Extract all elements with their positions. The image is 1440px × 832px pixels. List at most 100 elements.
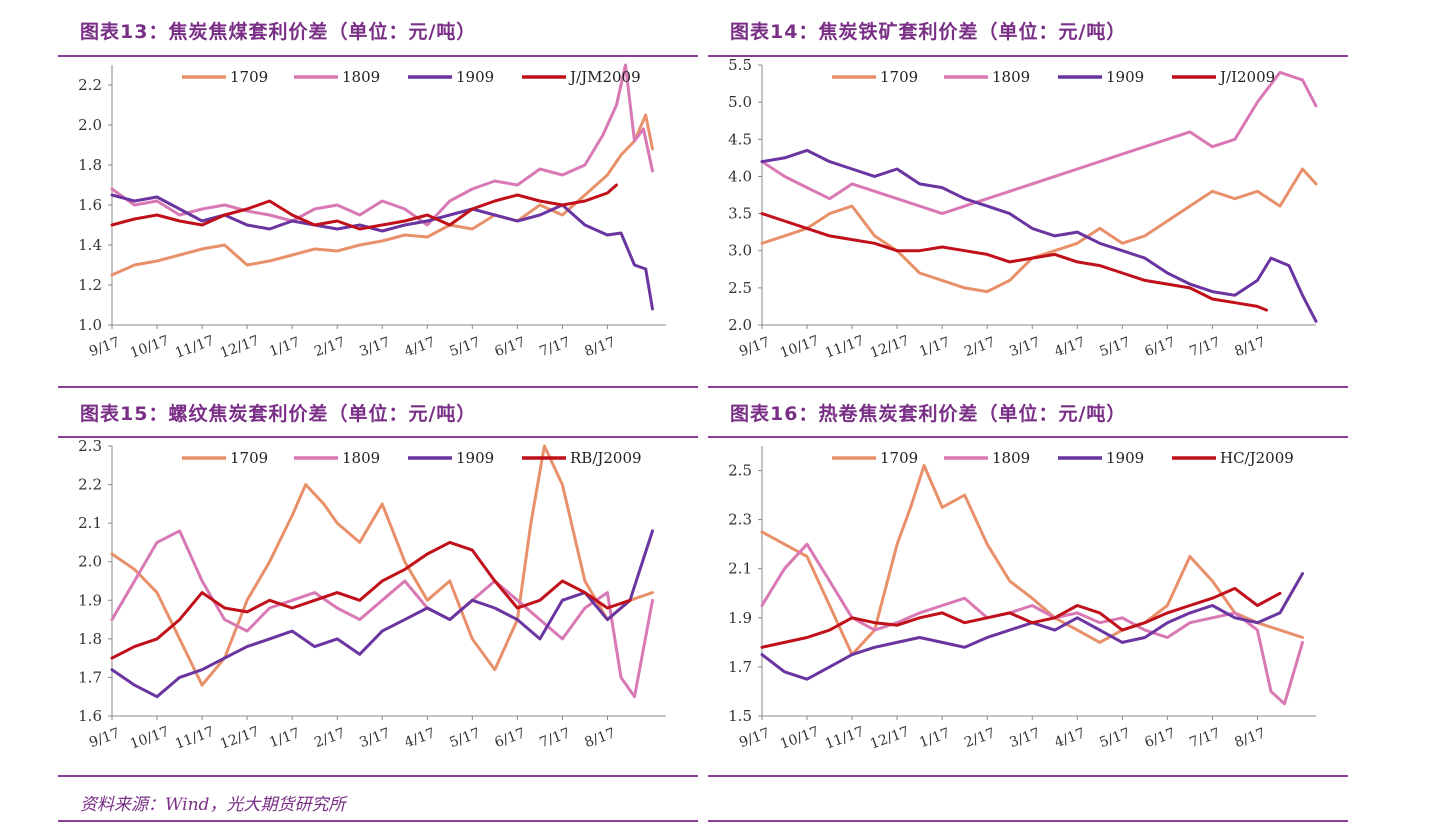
panel-16: 图表16：热卷焦炭套利价差（单位：元/吨） 1.5 1.7 1.9 2.1 2.3 2.5… [708, 386, 1348, 776]
x-tick-label: 7/17 [1188, 725, 1223, 751]
legend-label: J/JM2009 [568, 68, 641, 86]
footer-rule-left [58, 820, 698, 822]
series-line-1809 [110, 63, 654, 227]
panel-15: 图表15：螺纹焦炭套利价差（单位：元/吨） 1.6 1.7 1.8 1.9 2.0 2.1… [58, 386, 698, 776]
x-tick-label: 8/17 [1233, 725, 1268, 751]
x-tick-label: 3/17 [357, 725, 392, 751]
x-tick-label: 8/17 [1233, 334, 1268, 360]
x-tick-label: 4/17 [402, 725, 437, 751]
x-tick-label: 7/17 [538, 725, 573, 751]
bottom-rule-right [708, 775, 1348, 777]
panel-14: 图表14：焦炭铁矿套利价差（单位：元/吨） 2.0 2.5 3.0 3.5 4.0 4.5… [708, 5, 1348, 385]
legend-label: 1709 [880, 449, 918, 467]
y-tick-label: 1.8 [78, 156, 102, 174]
series-line-1909 [110, 193, 654, 311]
series-line-1709 [110, 113, 654, 277]
legend-label: 1809 [992, 449, 1030, 467]
x-tick-label: 10/17 [128, 333, 171, 362]
y-tick-label: 3.0 [728, 242, 752, 260]
chart-13: 1.0 1.2 1.4 1.6 1.8 2.0 2.2 9/17 10/17 11/17 12/17… [78, 63, 666, 362]
x-tick-label: 1/17 [267, 334, 302, 360]
legend-label: 1909 [456, 449, 494, 467]
panel-title: 图表14：焦炭铁矿套利价差（单位：元/吨） [708, 5, 1348, 57]
panel-title: 图表13：焦炭焦煤套利价差（单位：元/吨） [58, 5, 698, 57]
y-tick-label: 1.7 [78, 668, 102, 686]
series-line-j-jm2009 [110, 183, 618, 231]
x-tick-label: 3/17 [1007, 725, 1042, 751]
footer-rule-right [708, 820, 1348, 822]
x-tick-label: 4/17 [402, 334, 437, 360]
panel-title: 图表15：螺纹焦炭套利价差（单位：元/吨） [58, 386, 698, 438]
x-tick-label: 9/17 [737, 334, 772, 360]
x-tick-label: 6/17 [492, 725, 527, 751]
x-tick-label: 9/17 [737, 725, 772, 751]
y-tick-label: 1.0 [78, 316, 102, 334]
x-tick-label: 11/17 [823, 724, 866, 753]
y-tick-label: 5.0 [728, 93, 752, 111]
series-line-j-i2009 [760, 212, 1268, 312]
x-tick-label: 1/17 [917, 725, 952, 751]
y-tick-label: 2.0 [728, 316, 752, 334]
y-tick-label: 1.2 [78, 276, 102, 294]
y-tick-label: 1.6 [78, 707, 102, 725]
x-tick-label: 8/17 [583, 334, 618, 360]
x-tick-label: 3/17 [357, 334, 392, 360]
x-tick-label: 5/17 [1097, 725, 1132, 751]
x-tick-label: 10/17 [778, 724, 821, 753]
x-tick-label: 12/17 [218, 724, 261, 753]
legend-label: 1909 [1106, 68, 1144, 86]
x-tick-label: 5/17 [1097, 334, 1132, 360]
y-tick-label: 5.5 [728, 57, 752, 74]
series-line-hc-j2009 [760, 586, 1282, 649]
bottom-rule-left [58, 775, 698, 777]
chart-16: 1.5 1.7 1.9 2.1 2.3 2.5 9/17 10/17 11/17 12/17 1/1… [728, 446, 1316, 753]
x-tick-label: 9/17 [87, 725, 122, 751]
y-tick-label: 2.0 [78, 553, 102, 571]
legend-label: J/I2009 [1218, 68, 1275, 86]
x-tick-label: 2/17 [962, 725, 997, 751]
panel-13: 图表13：焦炭焦煤套利价差（单位：元/吨） 1.0 1.2 1.4 1.6 1.8 2.0… [58, 5, 698, 385]
y-tick-label: 1.8 [78, 630, 102, 648]
y-tick-label: 2.2 [78, 76, 102, 94]
legend-label: HC/J2009 [1220, 449, 1294, 467]
chart-15: 1.6 1.7 1.8 1.9 2.0 2.1 2.2 2.3 9/17 10/17 11/17 12… [78, 438, 666, 753]
x-tick-label: 4/17 [1052, 334, 1087, 360]
x-tick-label: 4/17 [1052, 725, 1087, 751]
series-line-1809 [110, 529, 654, 699]
x-tick-label: 2/17 [312, 725, 347, 751]
y-tick-label: 2.3 [78, 438, 102, 455]
series-line-1909 [110, 529, 654, 699]
x-tick-label: 10/17 [778, 333, 821, 362]
x-tick-label: 6/17 [1142, 725, 1177, 751]
x-tick-label: 11/17 [173, 333, 216, 362]
x-tick-label: 9/17 [87, 334, 122, 360]
series-line-1709 [760, 464, 1304, 657]
legend-label: 1709 [230, 449, 268, 467]
y-tick-label: 1.7 [728, 658, 752, 676]
y-tick-label: 2.1 [78, 514, 102, 532]
series-line-1709 [760, 167, 1318, 294]
x-tick-label: 5/17 [447, 725, 482, 751]
legend-label: 1709 [880, 68, 918, 86]
series-line-1909 [760, 572, 1304, 681]
chart-14: 2.0 2.5 3.0 3.5 4.0 4.5 5.0 5.5 9/17 10/17 11/17 12… [728, 57, 1318, 362]
legend-label: 1809 [992, 68, 1030, 86]
legend-label: 1809 [342, 449, 380, 467]
x-tick-label: 6/17 [492, 334, 527, 360]
y-tick-label: 1.9 [78, 591, 102, 609]
x-tick-label: 1/17 [267, 725, 302, 751]
y-tick-label: 2.5 [728, 279, 752, 297]
series-line-1909 [760, 148, 1318, 323]
x-tick-label: 12/17 [218, 333, 261, 362]
y-tick-label: 2.2 [78, 476, 102, 494]
legend-label: 1809 [342, 68, 380, 86]
legend-label: RB/J2009 [570, 449, 642, 467]
series-line-1709 [110, 444, 654, 687]
x-tick-label: 2/17 [312, 334, 347, 360]
y-tick-label: 1.9 [728, 609, 752, 627]
x-tick-label: 10/17 [128, 724, 171, 753]
x-tick-label: 6/17 [1142, 334, 1177, 360]
x-tick-label: 1/17 [917, 334, 952, 360]
y-tick-label: 1.5 [728, 707, 752, 725]
series-line-1809 [760, 70, 1318, 216]
